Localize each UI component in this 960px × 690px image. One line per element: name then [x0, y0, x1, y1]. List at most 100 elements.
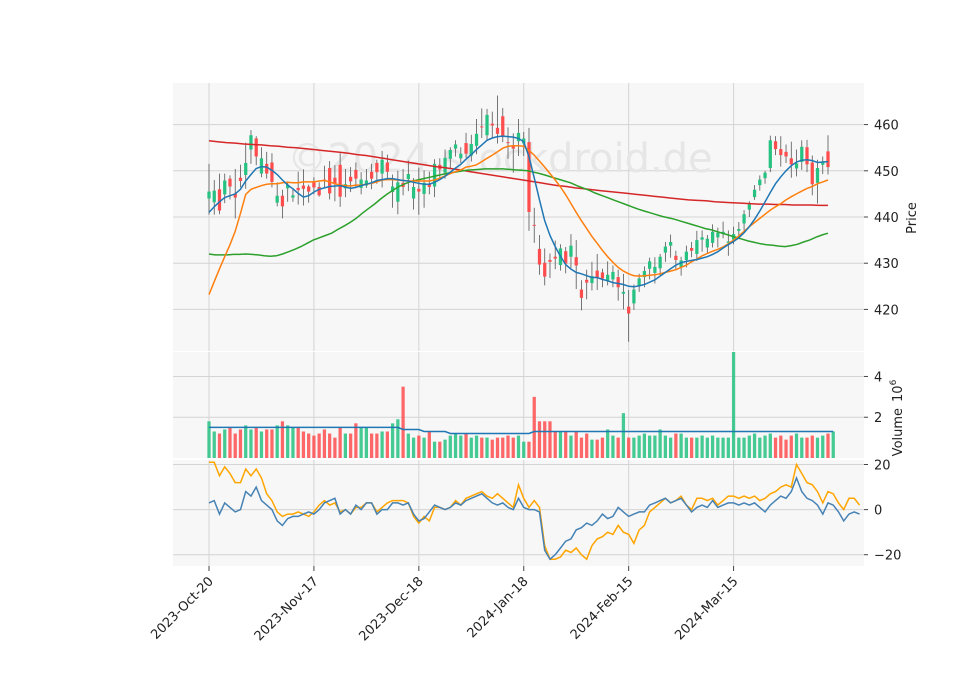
- volume-bar: [642, 433, 647, 458]
- volume-bar: [359, 427, 363, 458]
- candle-body: [369, 171, 374, 179]
- candle-body: [238, 177, 243, 181]
- sma-mid-line: [208, 145, 829, 295]
- candle-body: [380, 159, 384, 174]
- candle-body: [705, 238, 709, 248]
- volume-bar: [663, 435, 668, 458]
- candle-body: [249, 135, 253, 150]
- volume-bar: [516, 435, 521, 458]
- candle-body: [742, 214, 746, 224]
- x-tick-label: 2024-Feb-15: [568, 574, 637, 643]
- candle-body: [726, 241, 730, 243]
- candle-body: [359, 179, 363, 188]
- candle-body: [543, 262, 547, 277]
- candle-body: [501, 116, 505, 138]
- indicator-y-tick-label: 0: [874, 504, 882, 519]
- indicator-slow-line: [209, 461, 861, 561]
- volume-bar: [443, 439, 447, 458]
- volume-bar: [427, 431, 431, 458]
- candle-body: [642, 271, 647, 278]
- candle-body: [511, 145, 515, 149]
- candle-body: [579, 289, 584, 298]
- volume-bar: [375, 433, 379, 458]
- candle-body: [244, 162, 248, 175]
- volume-bar: [307, 433, 311, 458]
- volume-bar: [522, 441, 526, 458]
- volume-bar: [254, 427, 258, 458]
- candle-body: [396, 182, 400, 202]
- candle-body: [763, 172, 767, 179]
- candle-body: [800, 146, 804, 163]
- volume-bar: [228, 427, 232, 458]
- candle-body: [411, 186, 416, 199]
- volume-bar: [270, 429, 274, 458]
- volume-bar: [653, 435, 657, 458]
- volume-bar: [490, 439, 494, 458]
- volume-bar: [480, 437, 484, 458]
- candle-body: [527, 142, 531, 212]
- candle-body: [469, 143, 473, 156]
- volume-bar: [679, 433, 683, 458]
- volume-bar: [616, 437, 620, 458]
- x-tick-label: 2023-Nov-17: [252, 574, 322, 644]
- candle-body: [784, 151, 788, 157]
- volume-bar: [815, 437, 820, 458]
- candle-body: [385, 162, 389, 172]
- sma-short-line: [208, 135, 829, 288]
- candle-body: [459, 153, 463, 159]
- price-axis-label: Price: [905, 202, 920, 234]
- candle-body: [307, 186, 311, 192]
- candle-body: [606, 274, 610, 282]
- volume-bar: [448, 435, 452, 458]
- candle-body: [448, 150, 452, 159]
- candle-body: [212, 190, 216, 203]
- candle-body: [553, 256, 557, 259]
- candle-body: [317, 186, 321, 196]
- volume-bar: [821, 435, 825, 458]
- volume-bar: [810, 435, 814, 458]
- candle-body: [616, 277, 620, 288]
- candle-body: [600, 272, 605, 279]
- volume-bar: [349, 433, 353, 458]
- candle-body: [700, 237, 704, 240]
- volume-bar: [469, 437, 473, 458]
- volume-bar: [217, 433, 222, 458]
- volume-bar: [669, 437, 673, 458]
- volume-bar: [800, 437, 804, 458]
- volume-bar: [721, 437, 725, 458]
- candle-body: [637, 278, 641, 287]
- candle-body: [789, 158, 793, 165]
- candle-body: [474, 133, 479, 146]
- candle-body: [453, 144, 458, 149]
- volume-bar: [773, 437, 778, 458]
- candle-body: [810, 162, 814, 185]
- volume-bar: [296, 427, 300, 458]
- volume-bar: [438, 441, 442, 458]
- volume-bar: [726, 437, 730, 458]
- volume-bar: [406, 433, 410, 458]
- volume-bar: [301, 431, 306, 458]
- candle-body: [669, 241, 673, 246]
- volume-bar: [207, 421, 211, 458]
- volume-bar: [238, 429, 243, 458]
- volume-bar: [789, 435, 793, 458]
- volume-bar: [223, 429, 227, 458]
- candle-body: [516, 132, 521, 142]
- candle-body: [333, 177, 337, 185]
- candle-body: [574, 257, 578, 266]
- volume-bar: [537, 421, 542, 458]
- candle-body: [590, 276, 594, 284]
- volume-bar: [249, 429, 253, 458]
- volume-bar: [716, 437, 720, 458]
- x-tick-label: 2024-Jan-18: [465, 574, 532, 641]
- volume-bar: [396, 419, 400, 458]
- volume-bar: [286, 425, 290, 458]
- candle-body: [689, 247, 694, 251]
- price-y-tick-label: 420: [874, 303, 899, 318]
- candle-body: [674, 255, 678, 260]
- volume-bar: [495, 437, 500, 458]
- candle-body: [480, 126, 484, 128]
- volume-bar: [354, 423, 358, 458]
- candle-body: [349, 176, 353, 182]
